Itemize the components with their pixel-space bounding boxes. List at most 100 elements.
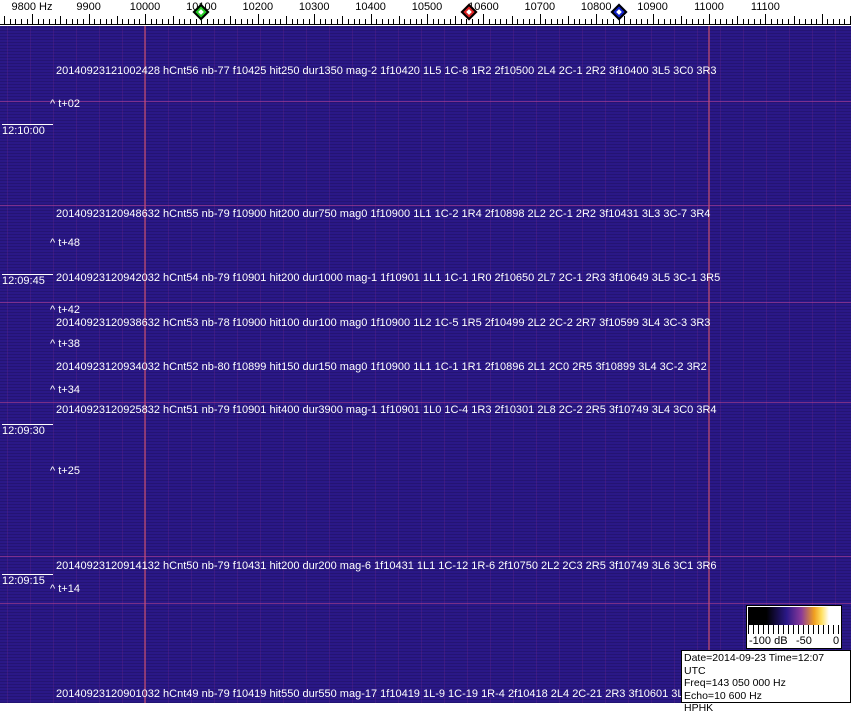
axis-tick xyxy=(821,14,823,24)
axis-tick xyxy=(257,14,259,24)
time-label: 12:09:45 xyxy=(2,274,53,287)
time-label: 12:10:00 xyxy=(2,124,53,137)
signal-line-11000 xyxy=(708,26,710,703)
axis-tick xyxy=(229,16,231,24)
axis-tick xyxy=(663,19,665,24)
meteor-trace xyxy=(0,603,851,604)
axis-tick xyxy=(804,19,806,24)
axis-tick xyxy=(799,19,801,24)
axis-tick xyxy=(212,19,214,24)
colorbar-label: -100 dB xyxy=(749,635,788,647)
meteor-trace xyxy=(0,101,851,102)
axis-tick xyxy=(387,19,389,24)
axis-unit-label: 9800 Hz xyxy=(11,1,53,13)
axis-tick xyxy=(579,19,581,24)
axis-tick xyxy=(742,19,744,24)
event-line: 20140923120914132 hCnt50 nb-79 f10431 hi… xyxy=(56,560,717,572)
axis-tick xyxy=(709,14,710,24)
axis-tick xyxy=(489,19,491,24)
axis-tick xyxy=(793,16,795,24)
meteor-trace xyxy=(0,402,851,403)
axis-tick xyxy=(748,19,750,24)
axis-tick xyxy=(342,16,344,24)
event-line: 20140923120934032 hCnt52 nb-80 f10899 hi… xyxy=(56,361,707,373)
axis-tick xyxy=(308,19,310,24)
axis-tick xyxy=(624,16,626,24)
axis-tick xyxy=(584,19,586,24)
axis-tick xyxy=(381,19,383,24)
axis-tick xyxy=(455,16,457,24)
axis-tick xyxy=(838,19,840,24)
axis-tick xyxy=(325,19,327,24)
axis-tick xyxy=(99,19,101,24)
info-echo: Echo=10 600 Hz xyxy=(684,689,762,702)
axis-tick xyxy=(472,19,474,24)
axis-tick xyxy=(652,14,654,24)
axis-tick xyxy=(15,19,17,24)
meteor-trace xyxy=(0,556,851,557)
axis-tick xyxy=(353,19,355,24)
axis-tick xyxy=(9,19,11,24)
axis-tick-label: 10800 xyxy=(580,1,612,13)
axis-tick xyxy=(133,19,135,24)
axis-tick xyxy=(635,19,637,24)
axis-tick xyxy=(827,19,829,24)
event-line: 20140923120925832 hCnt51 nb-79 f10901 hi… xyxy=(56,404,717,416)
axis-tick xyxy=(156,19,158,24)
info-date-time: Date=2014-09-23 Time=12:07 UTC xyxy=(684,652,825,677)
axis-tick xyxy=(286,16,287,24)
axis-tick-label: 10200 xyxy=(242,1,274,13)
axis-tick xyxy=(725,19,727,24)
colorbar-label: -50 xyxy=(796,635,812,647)
axis-tick xyxy=(207,19,209,24)
axis-tick xyxy=(477,19,479,24)
offset-label: ^ t+25 xyxy=(50,465,80,477)
axis-tick xyxy=(376,19,378,24)
axis-tick xyxy=(66,19,68,24)
axis-tick xyxy=(37,19,39,24)
axis-tick xyxy=(669,19,671,24)
offset-label: ^ t+38 xyxy=(50,338,80,350)
axis-tick xyxy=(145,14,146,24)
axis-tick xyxy=(754,19,756,24)
axis-tick xyxy=(302,19,304,24)
axis-tick xyxy=(20,19,22,24)
axis-tick xyxy=(314,14,316,24)
axis-tick xyxy=(759,19,761,24)
axis-tick xyxy=(686,19,688,24)
offset-label: ^ t+02 xyxy=(50,98,80,110)
axis-tick xyxy=(173,16,175,24)
axis-tick xyxy=(370,14,372,24)
axis-tick xyxy=(393,19,395,24)
axis-tick xyxy=(692,19,694,24)
axis-tick xyxy=(511,16,513,24)
axis-tick xyxy=(105,19,107,24)
axis-tick xyxy=(787,19,789,24)
axis-tick-label: 11000 xyxy=(694,1,724,13)
axis-tick xyxy=(263,19,265,24)
axis-tick xyxy=(771,19,773,24)
axis-tick xyxy=(703,19,705,24)
axis-tick xyxy=(522,19,524,24)
offset-label: ^ t+42 xyxy=(50,304,80,316)
event-line: 20140923121002428 hCnt56 nb-77 f10425 hi… xyxy=(56,65,717,77)
axis-tick xyxy=(116,16,118,24)
axis-tick-label: 10700 xyxy=(524,1,556,13)
axis-tick-label: 10500 xyxy=(411,1,443,13)
axis-tick xyxy=(77,19,79,24)
axis-tick xyxy=(150,19,152,24)
axis-tick xyxy=(500,19,502,24)
axis-tick xyxy=(432,19,434,24)
time-label: 12:09:15 xyxy=(2,574,53,587)
meteor-trace xyxy=(0,205,851,206)
axis-tick xyxy=(720,19,722,24)
axis-tick xyxy=(697,19,699,24)
axis-tick xyxy=(562,19,564,24)
axis-tick xyxy=(844,19,846,24)
offset-label: ^ t+14 xyxy=(50,583,80,595)
axis-tick xyxy=(528,19,530,24)
event-line: 20140923120901032 hCnt49 nb-79 f10419 hi… xyxy=(56,688,690,700)
axis-tick xyxy=(646,19,648,24)
axis-tick xyxy=(731,19,733,24)
axis-tick xyxy=(539,14,541,24)
